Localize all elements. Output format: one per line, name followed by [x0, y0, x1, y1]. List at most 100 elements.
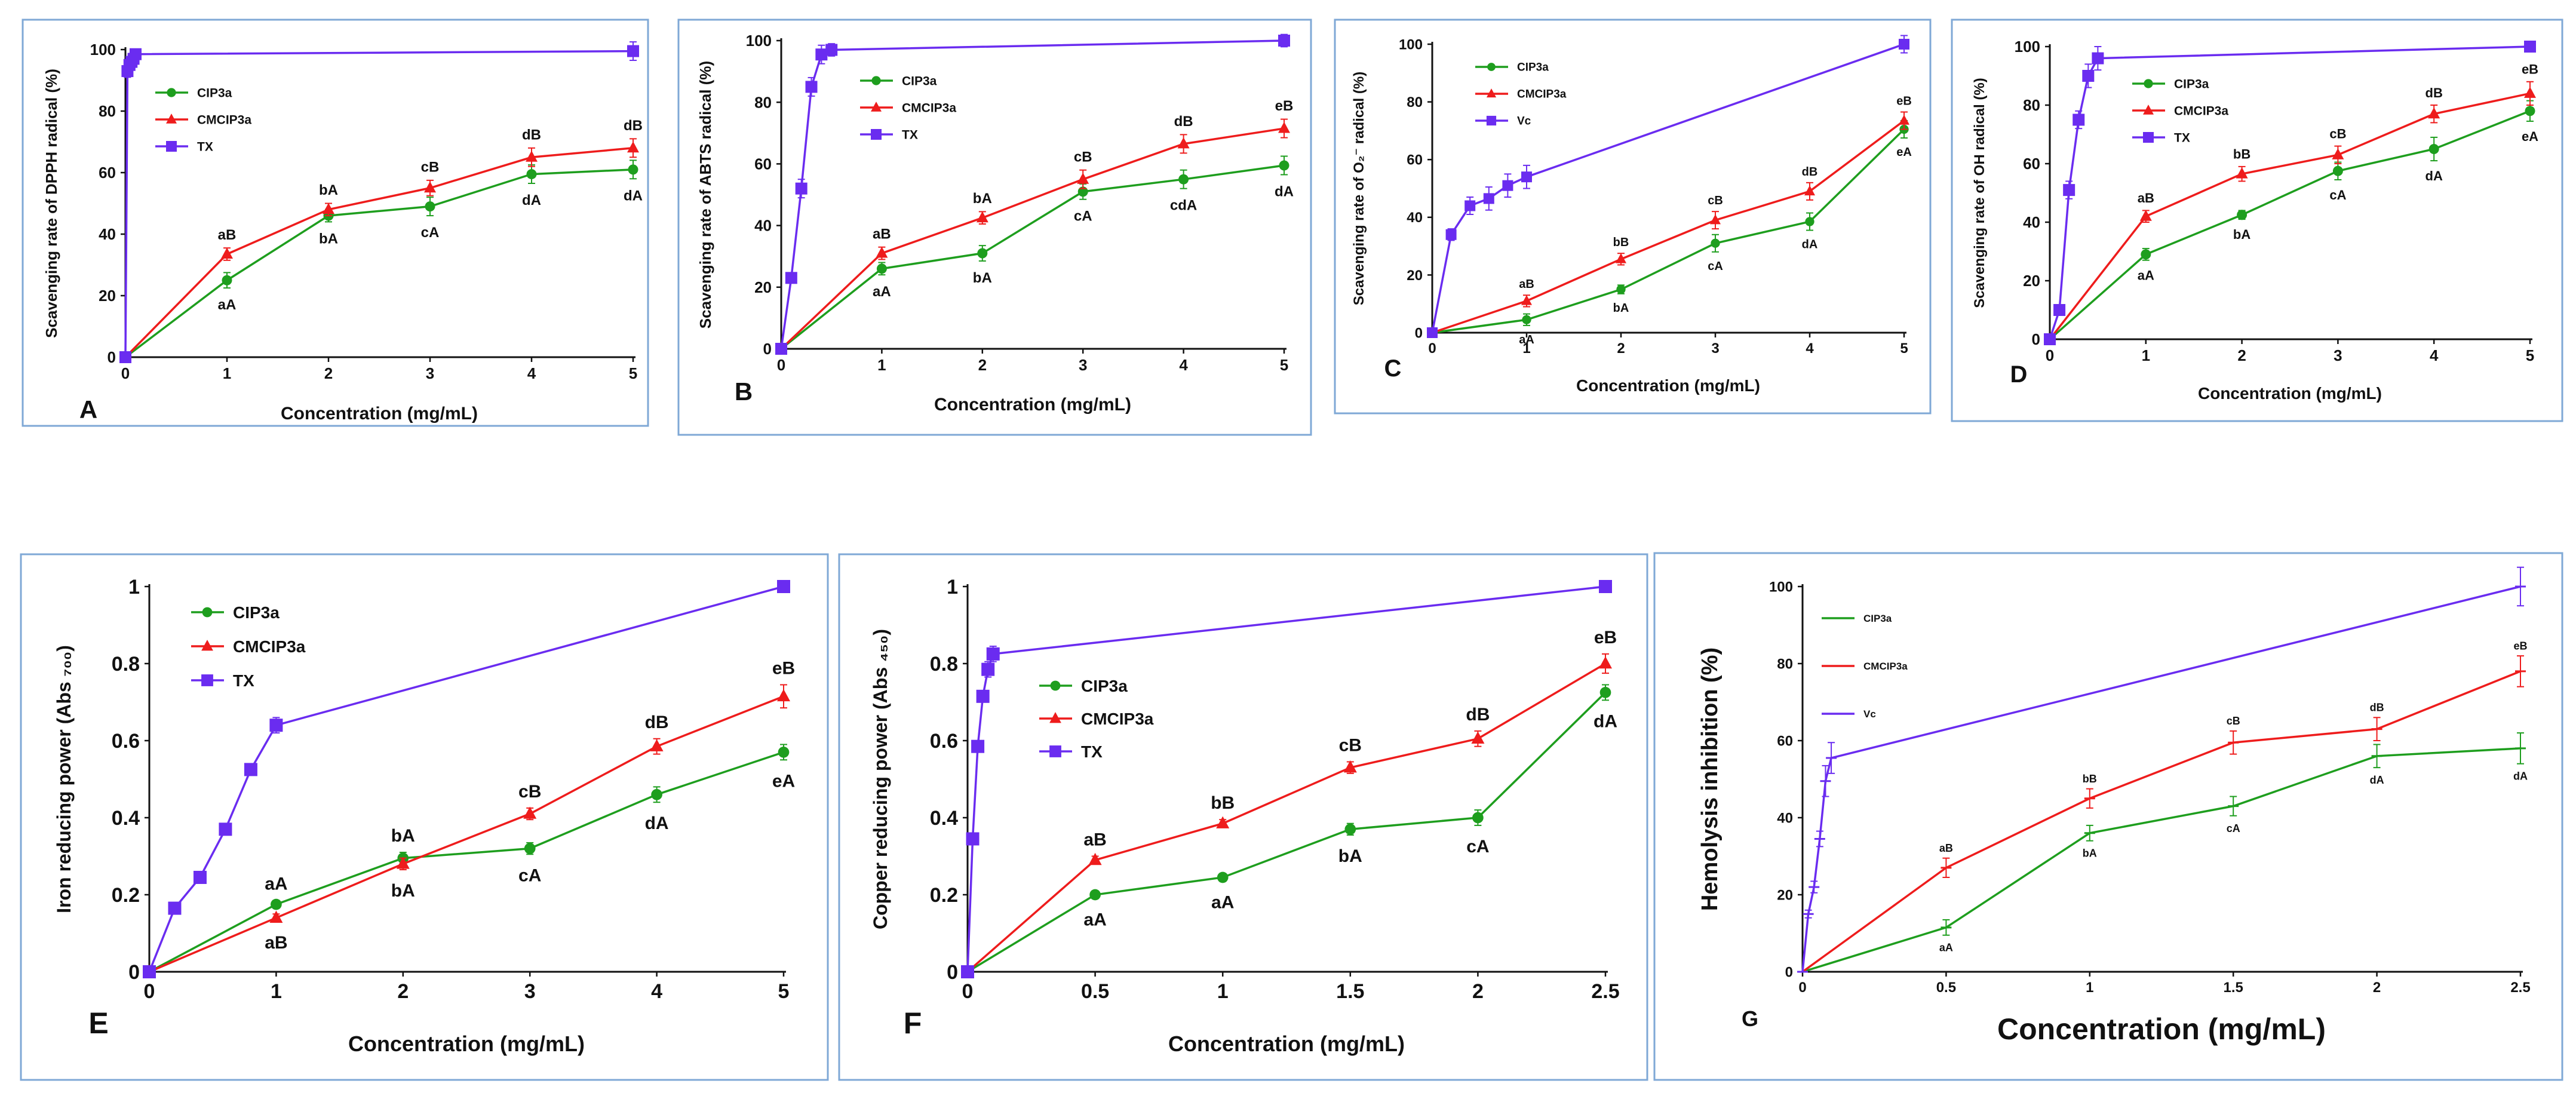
- series-line-cmcip3a: [1801, 670, 2521, 973]
- series-tx-d: [2044, 41, 2536, 345]
- panel-frame-d: [1951, 19, 2563, 422]
- x-tick-label-f: 1.5: [1336, 980, 1364, 1003]
- significance-label: aB: [1939, 842, 1953, 854]
- data-point: [2236, 167, 2248, 179]
- significance-label: aB: [2138, 191, 2154, 205]
- chart-panel-a: 0 1 2 3 4 5 0 20 40 60 80 100 Concentration (mg/mL) S…: [22, 19, 649, 427]
- significance-label: bA: [1613, 302, 1629, 315]
- data-point: [1502, 180, 1513, 191]
- significance-label: bB: [1613, 236, 1629, 249]
- series-line-cmcip3a: [149, 695, 784, 973]
- legend-marker-cmcip3a: [2143, 105, 2154, 115]
- x-axis-title-e: Concentration (mg/mL): [348, 1032, 585, 1056]
- series-cmcip3a-g: aB bB cB dB eB: [1797, 640, 2528, 973]
- y-tick-label-a: 40: [99, 225, 116, 243]
- significance-label: dB: [2370, 702, 2384, 714]
- significance-label: aB: [265, 933, 287, 953]
- series-line-cip3a: [780, 164, 1285, 350]
- x-tick-label-g: 0.5: [1936, 980, 1956, 996]
- data-point: [1278, 122, 1290, 133]
- significance-label: bB: [2233, 147, 2250, 162]
- data-point: [1088, 852, 1102, 865]
- data-point: [425, 201, 435, 212]
- legend-label-cip3a: CIP3a: [1863, 613, 1892, 624]
- data-point: [977, 248, 988, 259]
- data-point: [269, 719, 283, 732]
- data-point: [1711, 238, 1720, 248]
- x-tick-label-f: 0: [962, 980, 974, 1003]
- data-point: [130, 48, 142, 60]
- data-point: [876, 247, 888, 258]
- panel-frame-g: [1653, 552, 2563, 1081]
- y-axis-title-b: Scavenging rate of ABTS radical (%): [696, 61, 714, 329]
- legend-marker-cip3a: [871, 76, 881, 85]
- data-point: [805, 81, 818, 93]
- y-tick-label-f: 0.2: [930, 884, 958, 907]
- significance-label: cA: [1708, 260, 1723, 273]
- data-point: [2082, 70, 2095, 82]
- legend-label-tx: TX: [1081, 742, 1103, 761]
- legend-marker-cip3a: [2144, 79, 2153, 88]
- y-axis-title-c: Scavenging rate of O₂⁻ radical (%): [1351, 72, 1367, 305]
- legend-label-tx: TX: [233, 671, 254, 690]
- x-tick-label-c: 5: [1900, 340, 1908, 357]
- x-tick-label-b: 5: [1280, 356, 1288, 374]
- series-line-cip3a: [2049, 110, 2531, 340]
- data-point: [1344, 824, 1356, 835]
- significance-label: eB: [2522, 62, 2538, 77]
- y-tick-label-d: 0: [2032, 330, 2040, 348]
- x-tick-label-g: 0: [1798, 980, 1806, 996]
- significance-label: bA: [1338, 846, 1362, 866]
- legend-marker-vc: [1486, 115, 1497, 126]
- significance-label: aB: [1083, 830, 1106, 850]
- legend-marker-cmcip3a: [1486, 88, 1497, 98]
- legend-marker-cip3a: [167, 88, 176, 97]
- x-tick-label-g: 2: [2373, 980, 2381, 996]
- x-tick-label-b: 4: [1179, 356, 1188, 374]
- series-cmcip3a-c: aB bB cB dB eB: [1427, 95, 1912, 337]
- legend-label-cmcip3a: CMCIP3a: [902, 101, 956, 115]
- data-point: [1521, 171, 1532, 183]
- y-tick-label-g: 80: [1777, 656, 1793, 672]
- data-point: [1279, 160, 1289, 171]
- y-tick-label-a: 60: [99, 164, 116, 182]
- data-point: [1178, 174, 1189, 185]
- x-tick-label-f: 2: [1472, 980, 1484, 1003]
- significance-label: cA: [518, 865, 541, 885]
- x-tick-label-a: 0: [121, 364, 130, 382]
- significance-label: cA: [2227, 822, 2240, 834]
- legend-label-cmcip3a: CMCIP3a: [233, 637, 306, 656]
- y-tick-label-f: 0.6: [930, 730, 958, 753]
- series-line-cmcip3a: [2049, 92, 2531, 340]
- legend-marker-tx: [166, 141, 177, 152]
- significance-label: cB: [421, 159, 440, 175]
- data-point: [221, 247, 233, 259]
- data-point: [1472, 812, 1484, 824]
- x-tick-label-d: 2: [2237, 346, 2246, 364]
- x-tick-label-b: 3: [1079, 356, 1087, 374]
- y-tick-label-g: 20: [1777, 887, 1793, 903]
- series-line-cmcip3a: [124, 147, 634, 358]
- y-axis-title-d: Scavenging rate of OH radical (%): [1972, 78, 1988, 308]
- x-tick-label-e: 0: [144, 980, 155, 1003]
- legend-label-tx: TX: [902, 128, 918, 142]
- significance-label: aA: [1211, 892, 1234, 912]
- series-vc-c: [1427, 35, 1909, 338]
- panel-letter-c: C: [1384, 355, 1402, 382]
- x-axis-title-c: Concentration (mg/mL): [1576, 376, 1760, 395]
- chart-panel-c: 0 1 2 3 4 5 0 20 40 60 80 100 Concentration (mg/mL) S…: [1334, 19, 1932, 415]
- data-point: [1616, 253, 1626, 263]
- series-cmcip3a-a: aB bA cB dB dB: [119, 118, 643, 362]
- data-point: [323, 202, 334, 214]
- x-tick-label-e: 2: [397, 980, 409, 1003]
- data-point: [2053, 304, 2066, 316]
- x-tick-label-e: 4: [651, 980, 662, 1003]
- x-axis-title-b: Concentration (mg/mL): [934, 395, 1131, 415]
- legend-marker-cip3a: [1050, 680, 1061, 691]
- series-tx-e: [143, 580, 790, 978]
- data-point: [2063, 184, 2075, 197]
- significance-label: aA: [873, 284, 891, 300]
- data-point: [2237, 210, 2248, 220]
- legend-label-cmcip3a: CMCIP3a: [1863, 661, 1908, 672]
- x-tick-label-a: 5: [629, 364, 637, 382]
